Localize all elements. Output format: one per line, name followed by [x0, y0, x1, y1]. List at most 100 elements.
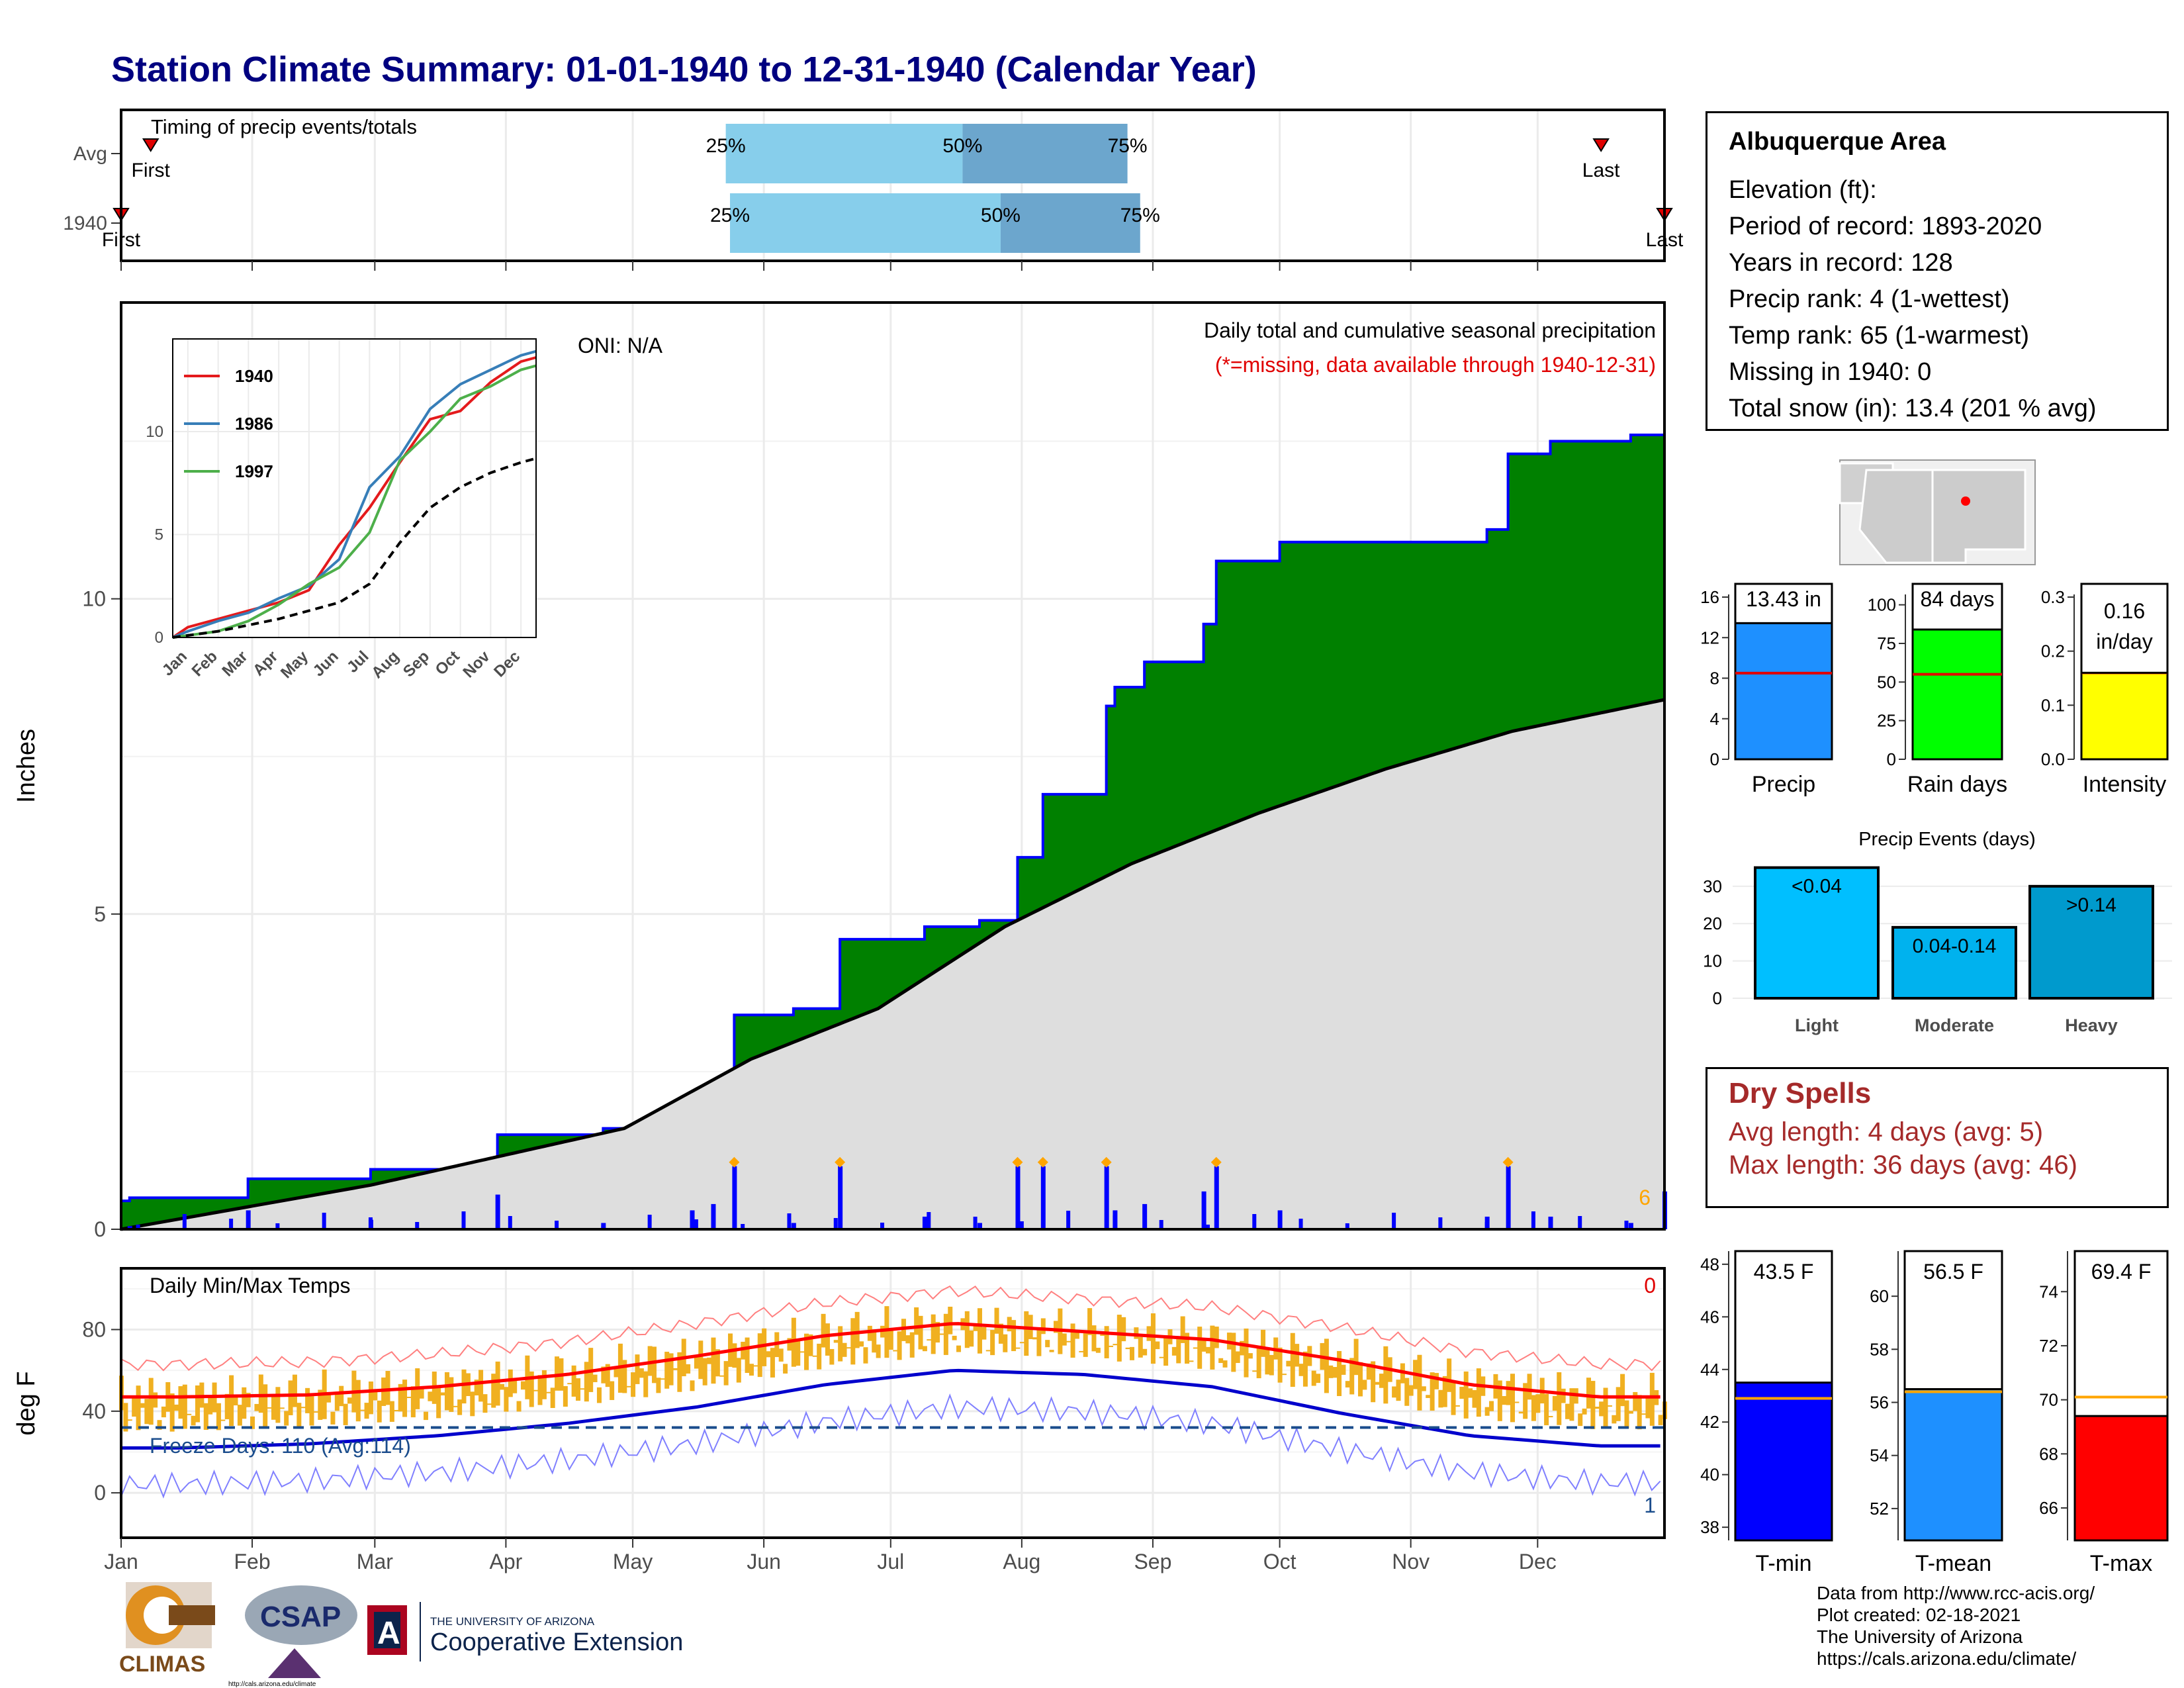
temp-range-bar: [1620, 1374, 1625, 1407]
daily-precip-bar: [732, 1166, 737, 1229]
temp-range-bar: [343, 1403, 348, 1425]
temp-range-bar: [440, 1392, 445, 1396]
temp-range-bar: [939, 1333, 944, 1335]
temp-range-bar: [1353, 1338, 1359, 1376]
temp-range-bar: [1332, 1367, 1338, 1378]
daily-precip-bar: [1298, 1219, 1303, 1229]
timing-pct-label: 25%: [710, 205, 750, 226]
heavy-day-marker: [1037, 1156, 1048, 1168]
temp-range-bar: [402, 1380, 408, 1417]
month-label: Aug: [1003, 1550, 1040, 1573]
temp-range-bar: [1142, 1348, 1148, 1356]
mini-bar-ytick: 75: [1877, 633, 1896, 653]
temp-range-bar: [1502, 1395, 1507, 1405]
last-marker: [1592, 138, 1610, 152]
oni-label: ONI: N/A: [578, 334, 663, 357]
temp-bar-value: 69.4 F: [2091, 1260, 2152, 1284]
temp-range-bar: [237, 1405, 242, 1426]
temp-range-bar: [520, 1381, 525, 1390]
temp-range-bar: [799, 1351, 805, 1353]
month-label: Jul: [877, 1550, 904, 1573]
daily-precip-bar: [1040, 1166, 1046, 1229]
events-ytick: 20: [1703, 914, 1722, 933]
temp-range-bar: [842, 1342, 847, 1357]
temp-range-bar: [694, 1355, 699, 1369]
temp-range-bar: [931, 1314, 936, 1354]
temp-range-bar: [1594, 1407, 1600, 1409]
temp-range-bar: [787, 1338, 792, 1351]
daily-precip-bar: [922, 1216, 927, 1229]
temp-range-bar: [571, 1365, 576, 1397]
temp-range-bar: [1019, 1342, 1024, 1344]
temp-range-bar: [1328, 1365, 1334, 1378]
daily-precip-bar: [1015, 1166, 1021, 1229]
temp-bar-label: T-mean: [1915, 1551, 1991, 1576]
temp-range-bar: [668, 1353, 674, 1385]
temp-range-bar: [1337, 1350, 1342, 1397]
temp-range-bar: [686, 1364, 691, 1374]
temp-bar-ytick: 44: [1700, 1360, 1719, 1380]
temp-range-bar: [796, 1338, 801, 1366]
temp-range-bar: [1379, 1374, 1384, 1388]
temp-range-bar: [1083, 1333, 1088, 1357]
temp-range-bar: [478, 1370, 484, 1402]
events-bar: [1891, 925, 2017, 1000]
temp-range-bar: [1218, 1358, 1224, 1363]
temp-range-bar: [1484, 1407, 1490, 1416]
temp-range-bar: [707, 1357, 712, 1364]
temp-range-bar: [736, 1358, 741, 1383]
temp-range-bar: [1518, 1411, 1524, 1414]
temp-range-bar: [1252, 1370, 1257, 1372]
inset-frame: [172, 338, 537, 638]
record-low-line: [120, 1393, 1661, 1499]
inset-legend-label: 1986: [235, 414, 273, 434]
timing-pct-label: 75%: [1120, 205, 1160, 226]
mini-bar-value: 0.16: [2104, 599, 2145, 623]
logos: CLIMAS CSAP http://cals.arizona.edu/clim…: [119, 1582, 683, 1688]
daily-precip-bar: [136, 1225, 140, 1229]
temp-range-bar: [360, 1409, 365, 1411]
daily-precip-bar: [1438, 1217, 1443, 1229]
temp-range-bar: [305, 1387, 310, 1413]
temp-range-bar: [660, 1378, 665, 1380]
temp-range-bar: [922, 1346, 927, 1352]
temp-range-bar: [1070, 1323, 1075, 1358]
temp-range-bar: [1201, 1339, 1206, 1352]
temp-range-bar: [1138, 1336, 1143, 1358]
temp-range-bar: [1375, 1382, 1380, 1385]
mini-bar-label-box: [1911, 583, 2003, 631]
temp-range-bar: [326, 1392, 332, 1403]
credits: Data from http://www.rcc-acis.org/ Plot …: [1817, 1582, 2095, 1669]
temp-range-bar: [541, 1370, 547, 1399]
daily-precip-bar: [322, 1213, 326, 1229]
temp-range-bar: [132, 1396, 137, 1417]
daily-precip-bar: [601, 1225, 606, 1229]
temp-range-bar: [1582, 1408, 1587, 1415]
svg-text:A: A: [377, 1616, 400, 1651]
temp-range-bar: [1231, 1333, 1236, 1372]
temp-range-bar: [1497, 1380, 1502, 1421]
temp-rank: Temp rank: 65 (1-warmest): [1729, 322, 2030, 350]
month-label: Jun: [747, 1550, 781, 1573]
temp-bar-label: T-min: [1756, 1551, 1812, 1576]
temp-range-bar: [1628, 1411, 1633, 1414]
temp-bar-ytick: 46: [1700, 1307, 1719, 1327]
events-category-label: Moderate: [1915, 1015, 1994, 1035]
temp-range-bar: [220, 1419, 226, 1421]
temp-range-bar: [863, 1347, 868, 1364]
month-label: Jan: [104, 1550, 138, 1573]
temp-range-bar: [385, 1370, 390, 1405]
temp-range-bar: [1205, 1346, 1210, 1354]
temp-range-bar: [1146, 1326, 1152, 1341]
temp-range-bar: [1302, 1351, 1308, 1387]
daily-precip-bar: [1484, 1222, 1489, 1229]
temp-range-bar: [567, 1383, 572, 1385]
daily-precip-bar: [246, 1210, 251, 1229]
events-ytick: 10: [1703, 951, 1722, 971]
temp-range-bar: [242, 1387, 247, 1419]
heavy-day-marker: [1012, 1156, 1023, 1168]
temp-range-bar: [267, 1407, 272, 1409]
temp-range-bar: [977, 1308, 982, 1354]
temp-range-bar: [428, 1391, 433, 1401]
timing-bar-dark: [962, 124, 1128, 183]
